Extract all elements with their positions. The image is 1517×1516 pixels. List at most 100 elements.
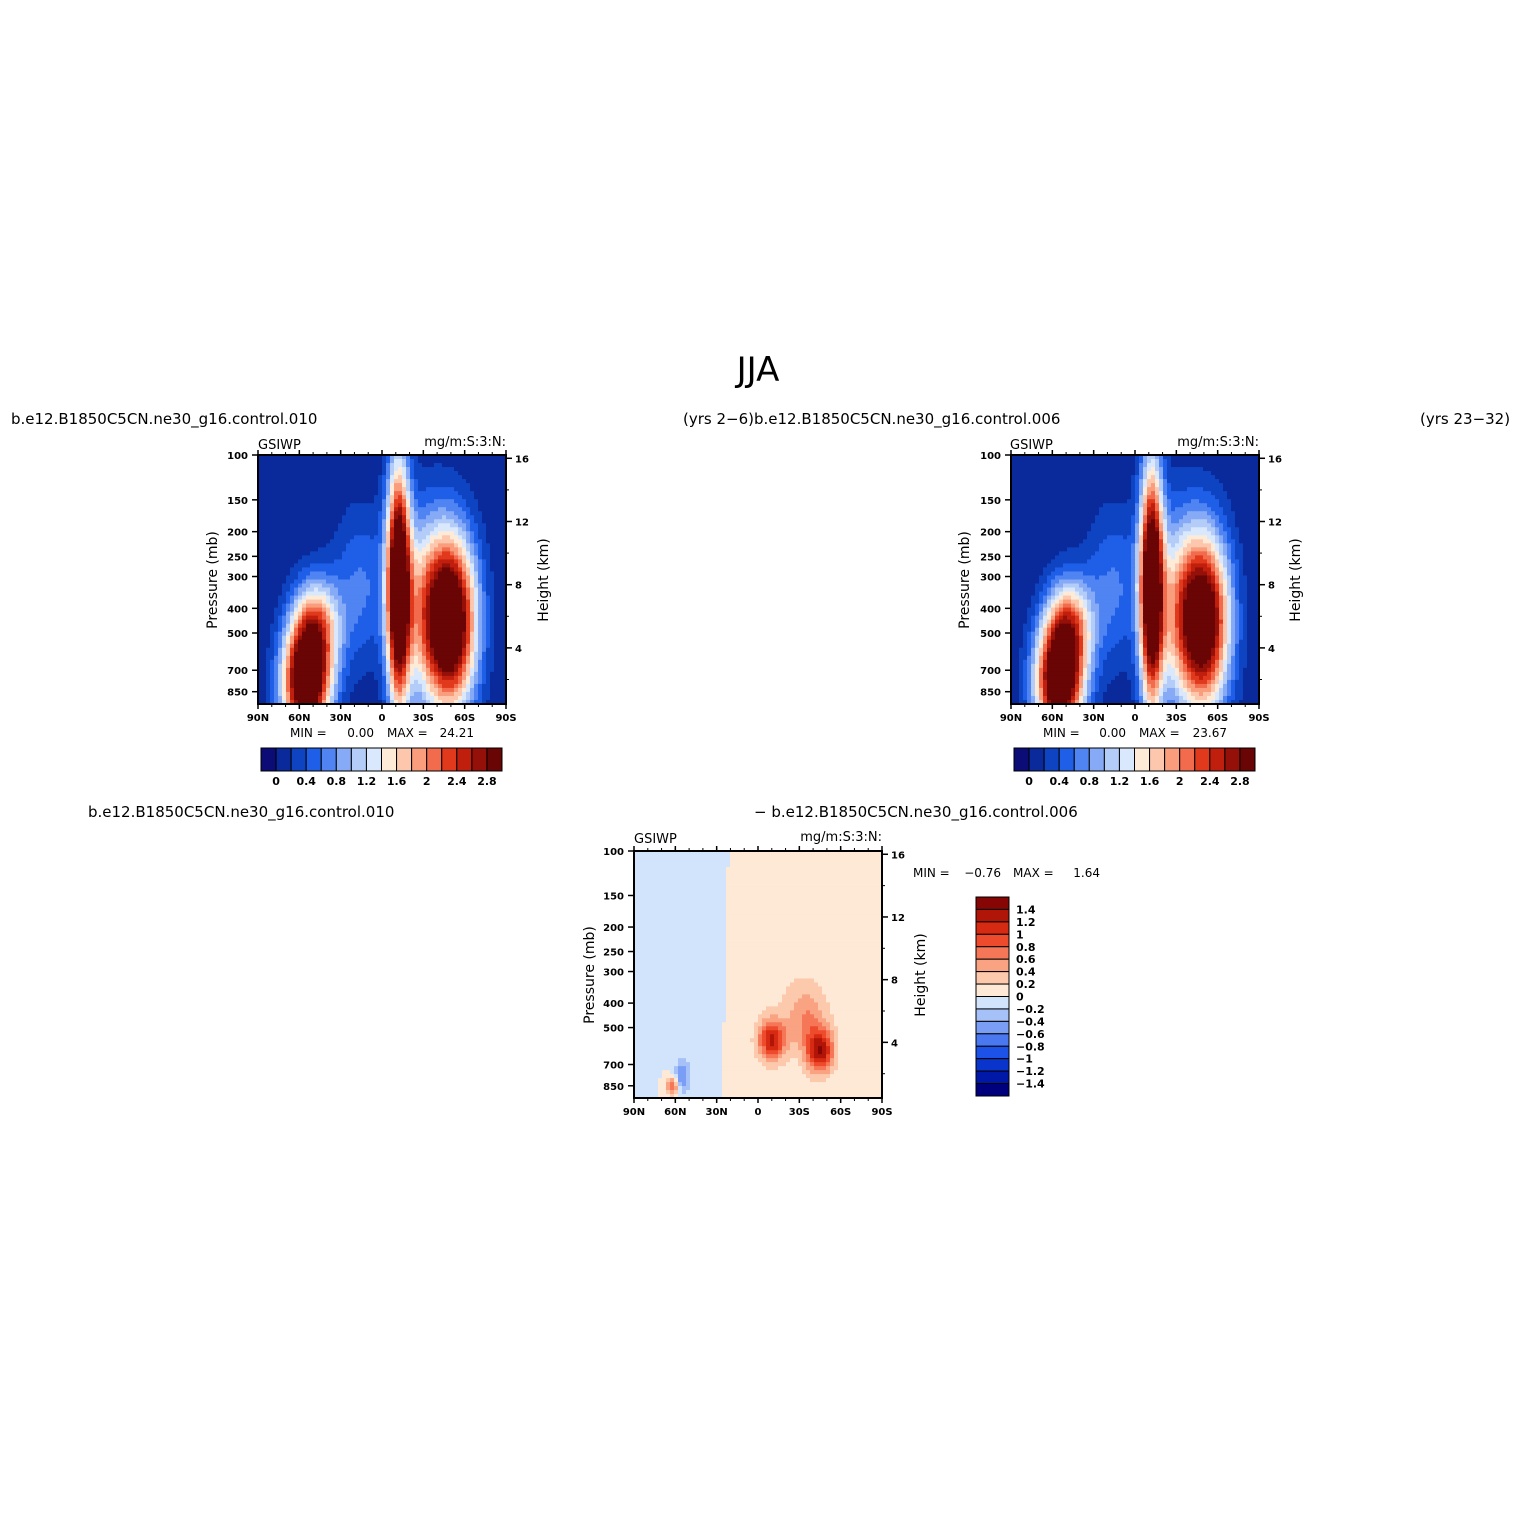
contour-cell [402, 635, 407, 641]
contour-cell [1155, 491, 1160, 496]
contour-cell [342, 463, 347, 468]
contour-cell [266, 491, 271, 496]
contour-cell [426, 623, 431, 629]
contour-cell [322, 535, 327, 540]
contour-cell [398, 511, 403, 516]
contour-cell [486, 683, 491, 689]
contour-cell [386, 671, 391, 677]
contour-cell [326, 647, 331, 653]
contour-cell [1079, 495, 1084, 500]
contour-cell [1171, 463, 1176, 468]
contour-cell [278, 575, 283, 581]
contour-cell [430, 479, 435, 484]
contour-cell [270, 643, 275, 649]
contour-cell [310, 527, 315, 532]
contour-cell [438, 491, 443, 496]
contour-cell [394, 591, 399, 597]
contour-cell [382, 507, 387, 512]
contour-cell [1223, 455, 1228, 460]
contour-cell [470, 575, 475, 581]
contour-cell [1219, 491, 1224, 496]
contour-cell [338, 607, 343, 613]
contour-cell [322, 543, 327, 548]
contour-cell [446, 651, 451, 657]
contour-cell [482, 595, 487, 601]
contour-cell [1191, 507, 1196, 512]
contour-cell [1023, 463, 1028, 468]
contour-cell [294, 475, 299, 480]
panel-1-min-label: MIN = [290, 726, 327, 740]
contour-cell [282, 527, 287, 532]
contour-cell [342, 467, 347, 472]
contour-cell [326, 591, 331, 597]
contour-cell [462, 567, 467, 573]
contour-cell [266, 615, 271, 621]
contour-cell [394, 483, 399, 488]
contour-cell [274, 459, 279, 464]
contour-cell [458, 683, 463, 689]
contour-cell [330, 659, 335, 665]
contour-cell [302, 659, 307, 665]
contour-cell [1167, 471, 1172, 476]
contour-cell [358, 687, 363, 693]
contour-cell [282, 515, 287, 520]
contour-cell [1015, 467, 1020, 472]
contour-cell [418, 635, 423, 641]
contour-cell [270, 667, 275, 673]
contour-cell [478, 551, 483, 557]
contour-cell [1031, 475, 1036, 480]
contour-cell [302, 679, 307, 685]
contour-cell [470, 531, 475, 536]
contour-cell [314, 491, 319, 496]
contour-cell [442, 535, 447, 540]
contour-cell [490, 635, 495, 641]
contour-cell [326, 579, 331, 585]
contour-cell [426, 603, 431, 609]
contour-cell [498, 579, 503, 585]
contour-cell [1151, 515, 1156, 520]
contour-cell [1239, 511, 1244, 516]
contour-cell [378, 695, 383, 701]
contour-cell [314, 467, 319, 472]
contour-cell [266, 467, 271, 472]
contour-cell [1255, 459, 1260, 464]
contour-cell [1043, 503, 1048, 508]
contour-cell [458, 607, 463, 613]
contour-cell [502, 619, 507, 625]
contour-cell [310, 479, 315, 484]
contour-cell [458, 463, 463, 468]
contour-cell [434, 599, 439, 605]
contour-cell [386, 515, 391, 520]
contour-cell [334, 471, 339, 476]
contour-cell [1075, 479, 1080, 484]
contour-cell [482, 631, 487, 637]
contour-cell [286, 467, 291, 472]
contour-cell [302, 491, 307, 496]
contour-cell [306, 507, 311, 512]
contour-cell [330, 563, 335, 569]
contour-cell [434, 695, 439, 701]
contour-cell [362, 579, 367, 585]
contour-cell [394, 523, 399, 528]
contour-cell [1059, 475, 1064, 480]
contour-cell [1091, 503, 1096, 508]
contour-cell [286, 455, 291, 460]
contour-cell [266, 455, 271, 460]
contour-cell [422, 527, 427, 532]
contour-cell [294, 659, 299, 665]
contour-cell [374, 571, 379, 577]
contour-cell [438, 575, 443, 581]
contour-cell [306, 491, 311, 496]
contour-cell [314, 547, 319, 552]
contour-cell [1251, 475, 1256, 480]
contour-cell [466, 619, 471, 625]
contour-cell [466, 467, 471, 472]
contour-cell [334, 555, 339, 561]
contour-cell [406, 547, 411, 552]
contour-cell [454, 535, 459, 540]
contour-cell [398, 483, 403, 488]
contour-cell [1055, 475, 1060, 480]
panel-1-max-value: 24.21 [440, 726, 474, 740]
contour-cell [494, 699, 499, 705]
contour-cell [274, 607, 279, 613]
